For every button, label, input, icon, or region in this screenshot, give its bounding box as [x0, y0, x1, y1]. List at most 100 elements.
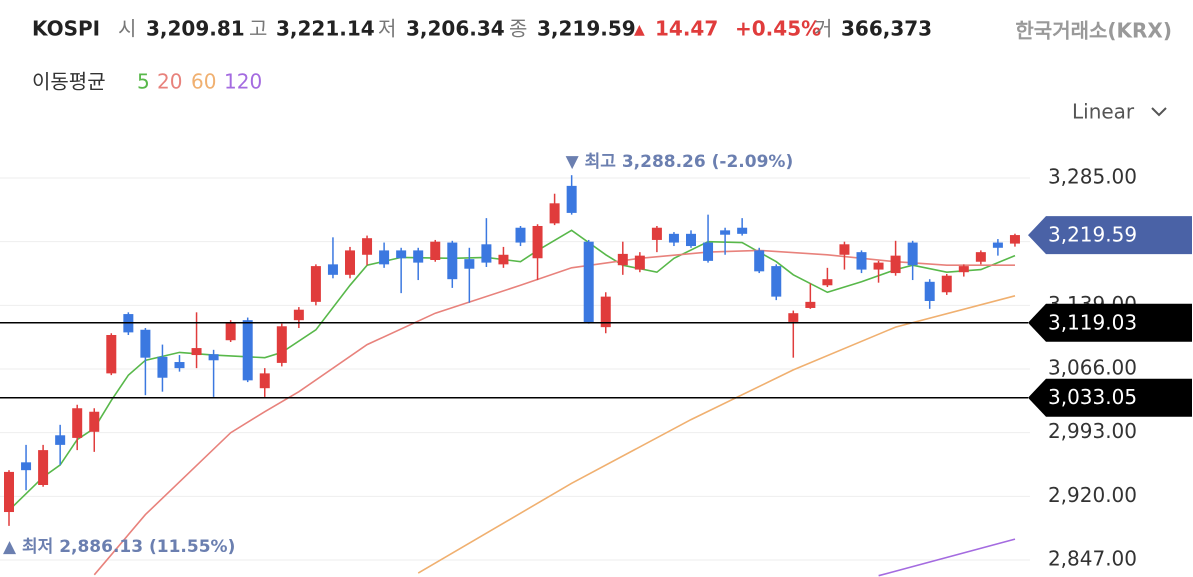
candle-body	[600, 296, 611, 328]
candle-body	[38, 450, 49, 485]
y-tick-label: 2,920.00	[1048, 483, 1137, 507]
field-label: 저	[378, 17, 396, 41]
change-arrow: ▲	[634, 22, 645, 38]
candle-body	[293, 309, 304, 321]
candle-body	[686, 233, 696, 247]
candles	[4, 175, 1020, 526]
candle-body	[225, 322, 236, 341]
candle-body	[873, 262, 884, 270]
ma-legend-item: 60	[191, 70, 216, 94]
field-label: 종	[509, 17, 527, 41]
scale-select[interactable]: Linear	[1072, 100, 1167, 124]
change-percent: +0.45%	[735, 17, 821, 41]
candle-body	[396, 250, 407, 259]
candle-body	[754, 250, 765, 272]
candle-body	[634, 255, 645, 270]
field-value: 3,209.81	[146, 17, 245, 41]
candle-body	[140, 329, 151, 358]
candle-body	[345, 250, 355, 275]
y-tick-label: 3,066.00	[1048, 356, 1137, 380]
candle-body	[464, 259, 475, 269]
ma-legend: 5 20 60 120	[137, 70, 262, 94]
candle-body	[805, 301, 816, 308]
candle-body	[310, 266, 321, 302]
candle-body	[259, 373, 270, 389]
scale-label[interactable]: Linear	[1072, 100, 1135, 124]
ma-legend-item: 5	[137, 70, 150, 94]
candle-body	[890, 255, 901, 274]
candle-body	[55, 435, 66, 445]
candle-body	[958, 266, 969, 273]
candle-body	[771, 266, 782, 297]
candle-body	[583, 241, 594, 323]
candle-body	[907, 242, 918, 266]
y-tick-label: 2,847.00	[1048, 546, 1137, 570]
price-label-box	[1028, 303, 1192, 342]
candle-body	[532, 225, 543, 259]
price-lines: 3,219.59 3,119.03 3,033.05	[0, 216, 1192, 417]
candle-body	[617, 253, 628, 266]
field-label: 고	[249, 17, 267, 41]
price-label: 3,219.59	[1048, 223, 1137, 247]
candle-body	[703, 242, 714, 261]
candle-body	[89, 411, 100, 432]
ma-legend-item: 20	[157, 70, 182, 94]
field-label: 시	[118, 17, 136, 41]
candle-body	[924, 281, 935, 301]
field-value: 3,221.14	[276, 17, 375, 41]
price-label: 3,119.03	[1048, 310, 1137, 334]
candle-body	[839, 244, 850, 255]
candle-body	[566, 185, 577, 213]
candle-body	[430, 241, 441, 260]
candle-body	[668, 233, 679, 243]
field-value: 3,219.59	[537, 17, 636, 41]
candle-body	[174, 362, 185, 369]
y-tick-label: 2,993.00	[1048, 419, 1137, 443]
symbol: KOSPI	[32, 17, 100, 41]
candle-body	[21, 462, 32, 471]
ma-legend-item: 120	[224, 70, 262, 94]
candle-body	[975, 252, 986, 262]
candle-body	[549, 203, 560, 224]
volume-value: 366,373	[841, 17, 932, 41]
volume-label: 거	[814, 17, 832, 41]
source: 한국거래소(KRX)	[1015, 19, 1172, 43]
candle-body	[515, 227, 526, 243]
extreme-annotation: ▲ 최저 2,886.13 (11.55%)	[3, 537, 235, 557]
candle-body	[737, 227, 748, 234]
price-label-box	[1028, 378, 1192, 417]
candle-body	[992, 242, 1003, 248]
candle-body	[362, 238, 373, 255]
extreme-annotation: ▼ 최고 3,288.26 (-2.09%)	[566, 152, 794, 172]
candle-body	[157, 356, 168, 378]
candle-body	[498, 254, 509, 265]
candle-body	[208, 354, 219, 361]
candle-body	[447, 242, 458, 280]
y-tick-label: 3,285.00	[1048, 165, 1137, 189]
price-label-box	[1028, 216, 1192, 255]
ma-line	[417, 295, 1016, 574]
ma-line	[878, 538, 1016, 577]
annotations: ▼ 최고 3,288.26 (-2.09%) ▲ 최저 2,886.13 (11.…	[3, 152, 793, 557]
candle-body	[106, 334, 117, 374]
candle-body	[481, 244, 492, 263]
candle-body	[822, 279, 833, 286]
ma-line	[93, 249, 1015, 576]
chevron[interactable]	[1151, 107, 1167, 117]
grid	[0, 177, 1030, 561]
ma-label: 이동평균	[32, 70, 106, 94]
candle-body	[651, 227, 662, 240]
change-value: 14.47	[655, 17, 718, 41]
candle-body	[276, 326, 287, 363]
candle-body	[242, 320, 253, 381]
candle-body	[413, 250, 424, 263]
candle-body	[327, 264, 338, 275]
candle-body	[941, 275, 952, 293]
moving-averages	[8, 229, 1016, 577]
candle-body	[379, 250, 390, 265]
field-value: 3,206.34	[406, 17, 505, 41]
candle-body	[788, 313, 799, 322]
candle-body	[191, 348, 202, 356]
candle-body	[856, 252, 867, 270]
